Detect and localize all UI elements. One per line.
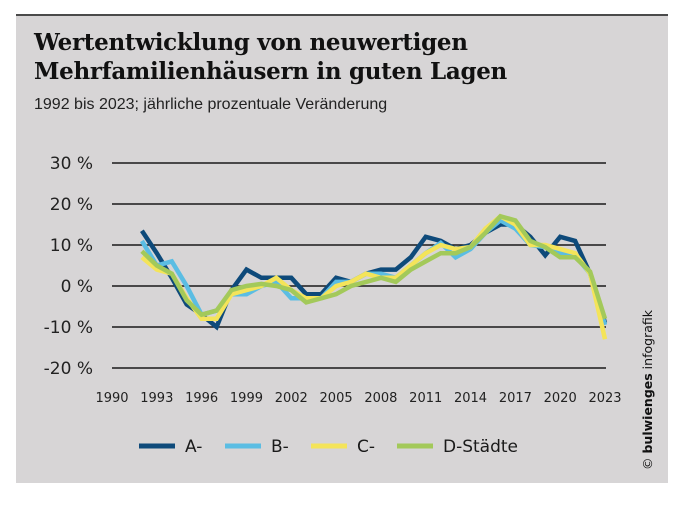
- chart-title: Wertentwicklung von neuwertigen Mehrfami…: [34, 29, 507, 85]
- series-line-c: [140, 213, 608, 340]
- series-line-dstdte: [140, 213, 608, 320]
- x-tick-label: 2017: [499, 391, 532, 406]
- x-tick-label: 2023: [588, 391, 621, 406]
- legend-item: B-: [225, 437, 289, 457]
- series-line-b: [139, 217, 608, 326]
- legend-item: A-: [139, 437, 202, 457]
- x-tick-label: 1999: [230, 391, 263, 406]
- x-tick-label: 2008: [364, 391, 397, 406]
- y-tick-label: 30 %: [50, 154, 93, 174]
- x-tick-label: 2002: [275, 391, 308, 406]
- brand-name: bulwienges: [640, 373, 655, 454]
- legend-label: B-: [271, 437, 289, 457]
- legend: A- B- C- D-Städte: [139, 437, 518, 457]
- y-axis-ticks: 30 % 20 % 10 % 0 % -10 % -20 %: [44, 154, 93, 379]
- x-tick-label: 2005: [320, 391, 353, 406]
- x-tick-label: 2020: [544, 391, 577, 406]
- x-tick-label: 1990: [95, 391, 128, 406]
- x-tick-label: 1993: [140, 391, 173, 406]
- series-lines: [139, 213, 608, 340]
- legend-item: D-Städte: [397, 437, 518, 457]
- y-tick-label: -10 %: [44, 318, 93, 338]
- legend-label: D-Städte: [443, 437, 518, 457]
- gridlines: [112, 162, 606, 369]
- legend-label: A-: [185, 437, 202, 457]
- y-tick-label: 0 %: [61, 277, 93, 297]
- x-tick-label: 2014: [454, 391, 487, 406]
- x-tick-label: 1996: [185, 391, 218, 406]
- y-tick-label: 10 %: [50, 236, 93, 256]
- x-axis-ticks: 1990 1993 1996 1999 2002 2005 2008 2011 2014 2017…: [95, 391, 621, 406]
- y-tick-label: 20 %: [50, 195, 93, 215]
- copyright-symbol: ©: [640, 457, 655, 471]
- brand-suffix: infografik: [640, 310, 655, 370]
- chart-subtitle: 1992 bis 2023; jährliche prozentuale Ver…: [34, 96, 388, 113]
- y-tick-label: -20 %: [44, 359, 93, 379]
- legend-item: C-: [311, 437, 375, 457]
- x-tick-label: 2011: [409, 391, 442, 406]
- copyright-credit: © bulwienges infografik: [640, 310, 655, 470]
- legend-label: C-: [357, 437, 375, 457]
